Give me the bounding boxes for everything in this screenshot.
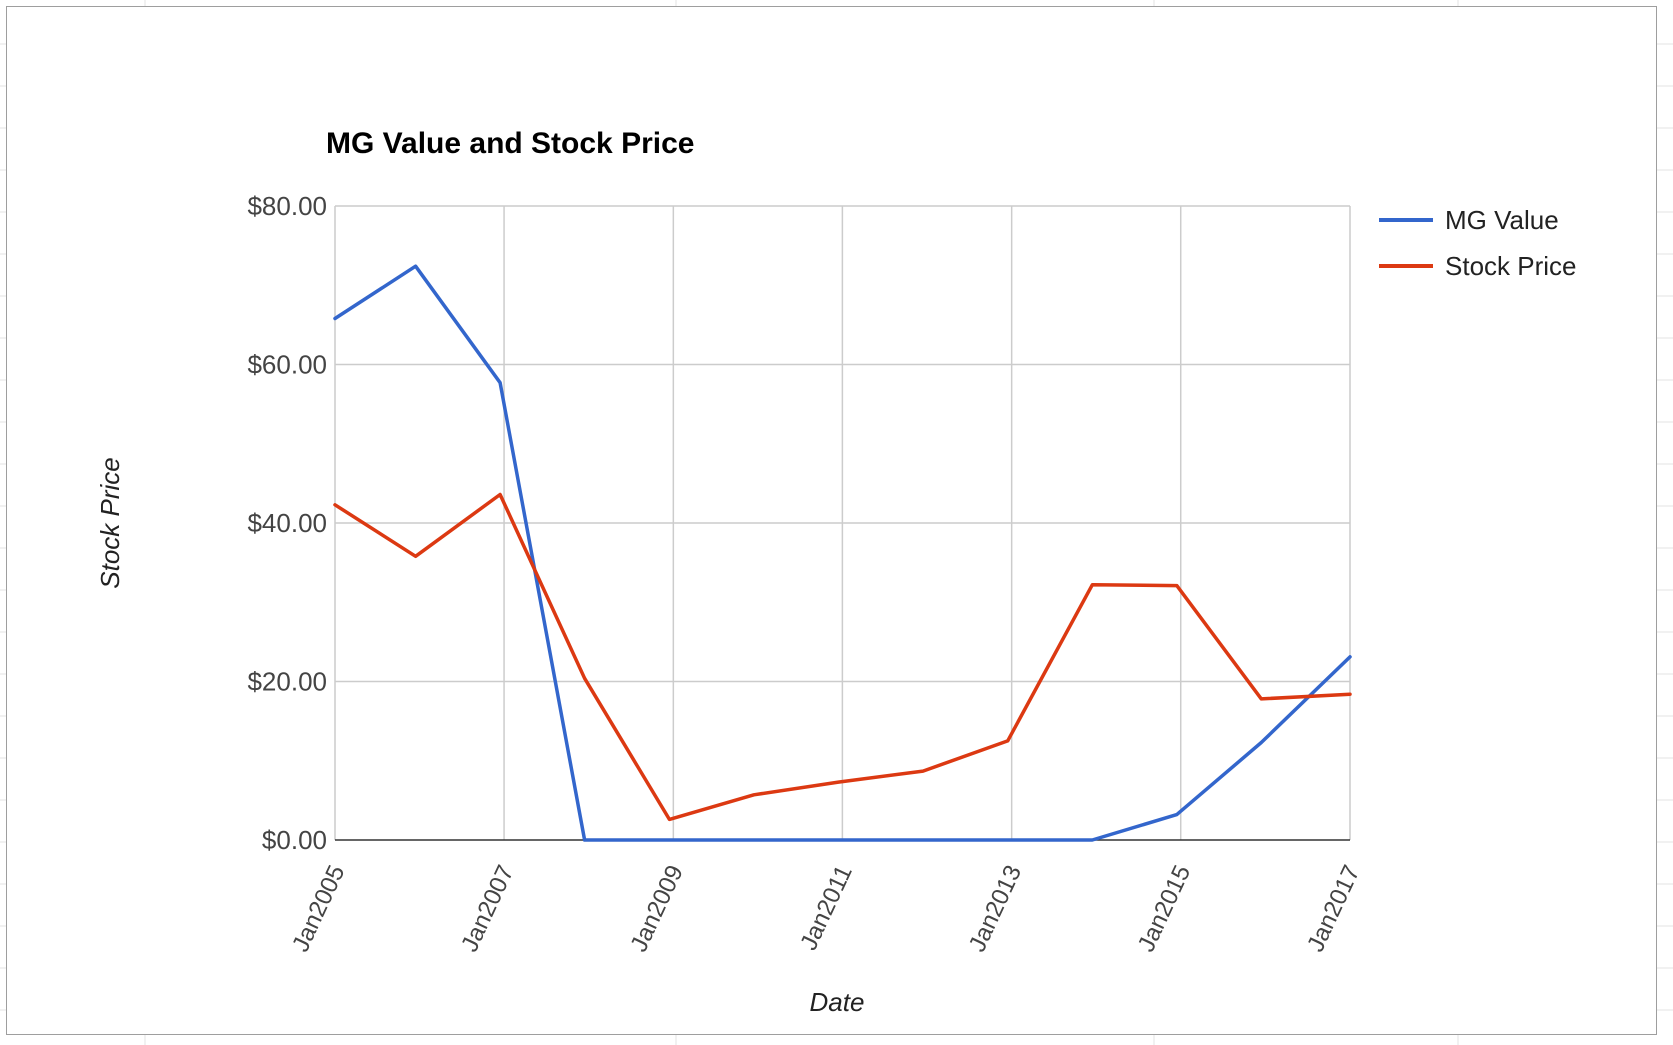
x-tick-label: Jan2011 [795, 861, 858, 954]
line-chart: $0.00$20.00$40.00$60.00$80.00 Jan2005 Jan… [95, 127, 1577, 1017]
x-axis-tick-labels: Jan2005 Jan2007 Jan2009 Jan2011 Jan2013 Jan20… [287, 861, 1365, 956]
x-tick-label: Jan2013 [964, 861, 1027, 956]
series-line-mg-value[interactable] [333, 264, 1352, 842]
legend-item[interactable]: MG Value [1379, 205, 1559, 235]
legend-label: MG Value [1445, 205, 1559, 235]
y-tick-label: $60.00 [247, 350, 327, 380]
x-tick-label: Jan2009 [625, 861, 688, 956]
x-tick-label: Jan2005 [287, 861, 350, 956]
x-tick-label: Jan2017 [1302, 861, 1365, 956]
chart-container[interactable]: $0.00 $20.00 $40.00 $60.00 $80.00 Jan2005 Jan… [6, 6, 1657, 1035]
y-tick-label: $0.00 [262, 825, 327, 855]
x-tick-label: Jan2015 [1133, 861, 1196, 956]
legend-item[interactable]: Stock Price [1379, 251, 1577, 281]
legend-label: Stock Price [1445, 251, 1577, 281]
series-line-stock-price[interactable] [333, 492, 1352, 822]
series-lines [333, 264, 1352, 842]
y-tick-label: $20.00 [247, 667, 327, 697]
chart-title: MG Value and Stock Price [326, 127, 694, 160]
x-axis-title: Date [810, 987, 865, 1017]
legend[interactable]: MG Value Stock Price [1379, 205, 1577, 281]
y-tick-label: $40.00 [247, 508, 327, 538]
x-tick-label: Jan2007 [456, 861, 519, 956]
horizontal-gridlines [335, 205, 1350, 683]
y-tick-label: $80.00 [247, 191, 327, 221]
y-axis-title: Stock Price [95, 457, 125, 589]
y-axis-tick-labels: $0.00 $20.00 $40.00 $60.00 $80.00 [247, 191, 327, 855]
